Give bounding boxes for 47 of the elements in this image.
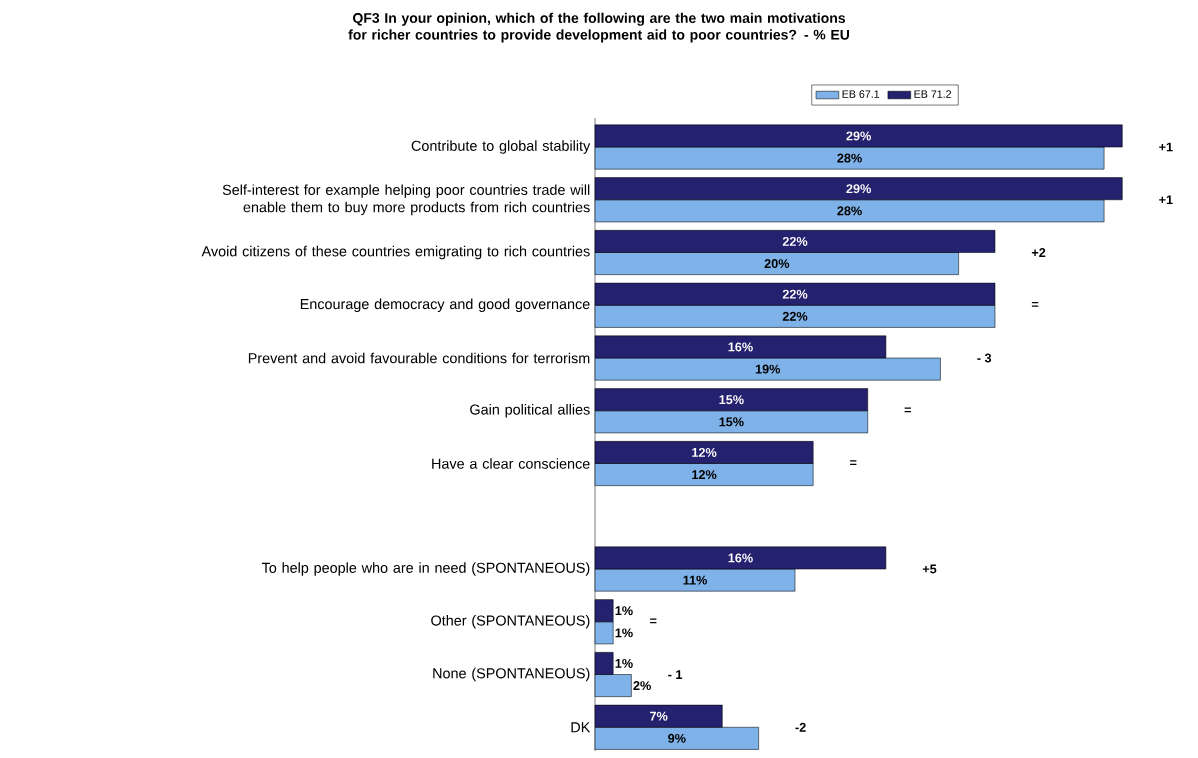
data-label: 11% — [683, 575, 707, 585]
data-label: 2% — [633, 681, 651, 691]
y-tick-label: Other (SPONTANEOUS) — [431, 615, 590, 629]
y-tick-label: Gain political allies — [470, 404, 590, 418]
data-label: 28% — [837, 153, 862, 163]
data-label: 12% — [692, 470, 717, 480]
text: +1 — [1159, 195, 1173, 205]
data-label: 22% — [782, 236, 808, 246]
data-label: 19% — [755, 364, 781, 374]
y-tick-label: Prevent and avoid favourable conditions for terrorism — [248, 352, 590, 364]
annotation: = — [1031, 301, 1039, 307]
legend-label: EB 67.1 — [842, 90, 880, 98]
data-label: 29% — [846, 184, 871, 194]
annotation: - 1 — [668, 670, 683, 679]
y-tick-label: Contribute to global stability — [411, 140, 591, 154]
y-tick-label: None (SPONTANEOUS) — [433, 667, 590, 682]
y-tick-label: To help people who are in need (SPONTANEOUS) — [261, 562, 590, 576]
data-label: 15% — [719, 417, 744, 427]
annotation: -2 — [795, 722, 806, 732]
y-tick-label: DK — [571, 722, 591, 733]
data-label: 16% — [728, 553, 753, 563]
data-label: 1% — [615, 628, 633, 638]
data-label: 16% — [728, 342, 753, 352]
data-label: 9% — [668, 733, 686, 743]
data-label: 1% — [615, 606, 633, 616]
data-label: 15% — [719, 395, 744, 405]
chart-title: QF3 In your opinion, which of the following are the two main motivations for richer countries to provide development aid to poor countries? - % EU — [348, 12, 849, 43]
data-label: 20% — [764, 259, 790, 269]
y-tick-label: Self-interest for example helping poor countries trade will enable them to buy more products from rich countries — [222, 184, 590, 216]
annotation: +2 — [1031, 248, 1046, 257]
text: +1 — [1159, 142, 1173, 152]
data-label: 22% — [782, 289, 808, 299]
annotation: +5 — [922, 564, 937, 574]
annotation: = — [904, 407, 911, 413]
data-label: 1% — [615, 658, 633, 668]
data-label: 22% — [782, 311, 808, 321]
data-label: 12% — [692, 447, 717, 457]
legend-label: EB 71.2 — [914, 90, 952, 98]
annotation: = — [650, 618, 657, 624]
y-tick-label: Avoid citizens of these countries emigrating to rich countries — [201, 245, 590, 260]
data-label: 28% — [837, 206, 862, 216]
data-label: 7% — [650, 711, 668, 721]
y-tick-label: Encourage democracy and good governance — [300, 298, 590, 312]
y-tick-label: Have a clear conscience — [432, 458, 590, 469]
annotation: = — [850, 460, 857, 466]
data-label: 29% — [846, 131, 871, 141]
annotation: - 3 — [977, 353, 992, 363]
